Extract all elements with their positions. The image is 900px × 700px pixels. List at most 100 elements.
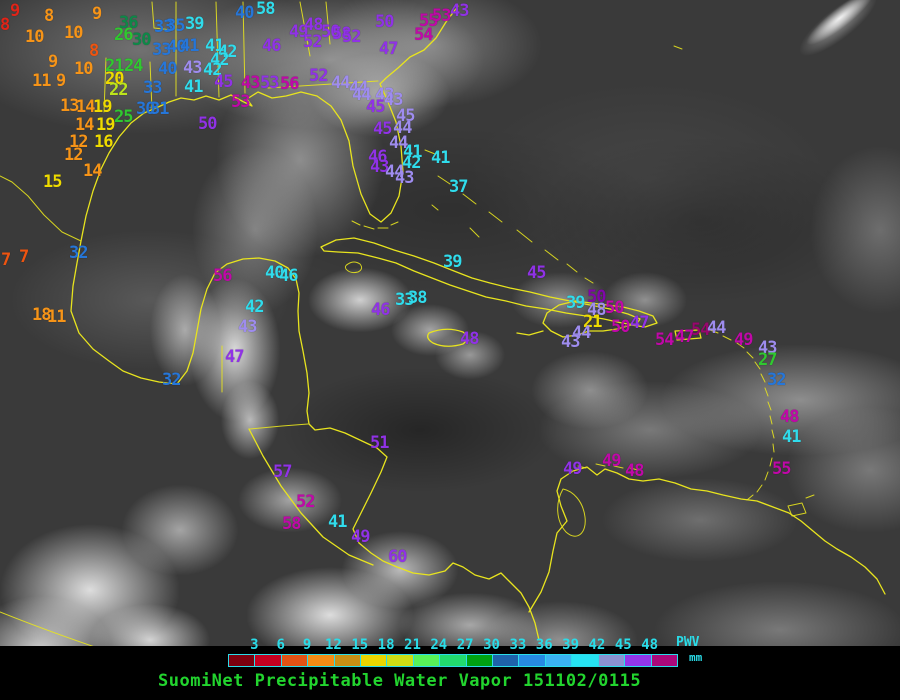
pwv-station-value: 32: [69, 243, 89, 263]
colorbar-segment: [597, 655, 625, 666]
colorbar-segment: [465, 655, 493, 666]
pwv-station-value: 55: [772, 459, 792, 479]
island-trinidad: [787, 494, 815, 517]
pwv-station-value: 38: [408, 288, 428, 308]
pwv-station-value: 54: [655, 330, 675, 350]
pwv-station-value: 36: [119, 13, 139, 33]
pwv-station-value: 16: [94, 132, 114, 152]
pwv-station-value: 46: [262, 36, 282, 56]
pwv-station-value: 9: [48, 52, 58, 72]
pwv-station-value: 45: [527, 263, 547, 283]
pwv-station-value: 49: [351, 527, 371, 547]
pwv-station-value: 43: [375, 85, 395, 105]
pwv-station-value: 49: [289, 22, 309, 42]
pwv-station-value: 45: [373, 119, 393, 139]
colorbar-tick-label: 9: [302, 637, 312, 653]
pwv-station-value: 19: [93, 97, 113, 117]
pwv-station-value: 9: [92, 4, 102, 24]
colorbar-tick-label: 27: [456, 637, 474, 653]
pwv-station-value: 55: [419, 11, 439, 31]
pwv-station-value: 47: [379, 39, 399, 59]
pwv-station-value: 41: [184, 77, 204, 97]
pwv-station-value: 50: [321, 22, 341, 42]
islands-venezuela: [577, 463, 639, 471]
pwv-station-value: 51: [370, 433, 390, 453]
islands-lesser-antilles: [709, 329, 775, 501]
colorbar-tick-label: 30: [483, 637, 500, 653]
pwv-station-value: 33: [154, 17, 174, 37]
pwv-station-value: 53: [231, 92, 251, 112]
coastline-jamaica: [427, 328, 468, 347]
pwv-station-value: 33: [152, 40, 172, 60]
pwv-station-value: 48: [460, 329, 480, 349]
coastline-yucatan-central-america: [176, 257, 540, 641]
pwv-station-value: 44: [331, 73, 351, 93]
pwv-station-value: 45: [366, 97, 386, 117]
colorbar-segment: [439, 655, 466, 666]
pwv-station-value: 48: [304, 15, 324, 35]
pwv-station-value: 8: [89, 41, 99, 61]
pwv-station-value: 60: [388, 547, 408, 567]
pwv-station-value: 9: [56, 71, 66, 91]
pwv-station-value: 27: [758, 350, 778, 370]
pwv-station-value: 9: [10, 1, 20, 21]
pwv-station-value: 44: [707, 318, 727, 338]
pwv-station-value: 42: [245, 297, 265, 317]
pwv-station-value: 33: [143, 78, 163, 98]
colorbar-tick-label: 48: [641, 637, 659, 653]
pwv-station-value: 46: [279, 266, 299, 286]
pwv-station-value: 44: [385, 162, 405, 182]
pwv-station-value: 44: [572, 323, 592, 343]
pwv-station-value: 43: [561, 332, 581, 352]
pwv-station-value: 19: [96, 115, 116, 135]
pwv-station-value: 43: [384, 90, 404, 110]
colorbar-segment: [229, 655, 255, 666]
pwv-station-value: 53: [260, 73, 280, 93]
pwv-station-value: 26: [114, 25, 134, 45]
colorbar-tick-label: 12: [324, 637, 342, 653]
colorbar-tick-label: 18: [377, 637, 395, 653]
pwv-station-value: 43: [183, 58, 203, 78]
pwv-station-value: 49: [602, 451, 622, 471]
colorbar-segment: [624, 655, 651, 666]
islands-bahamas: [424, 149, 594, 284]
scale-footer: 3 6 9 12 15 18 21 24 27 30 33 36 39 42 45 48 PWV mm Suo…: [0, 632, 900, 700]
pwv-station-value: 50: [611, 317, 631, 337]
pwv-station-value: 41: [205, 36, 225, 56]
pwv-station-value: 32: [767, 370, 787, 390]
pwv-unit-sublabel: mm: [689, 651, 703, 664]
pwv-station-value: 43: [450, 1, 470, 21]
pwv-station-value: 43: [238, 317, 258, 337]
colorbar-tick-label: 6: [276, 637, 285, 653]
pwv-station-value: 44: [389, 133, 409, 153]
coastline-cuba: [320, 237, 641, 326]
pwv-station-value: 43: [758, 338, 778, 358]
pwv-station-value: 46: [371, 300, 391, 320]
pwv-station-value: 41: [782, 427, 802, 447]
pwv-station-value: 7: [1, 250, 11, 270]
isle-of-youth: [344, 261, 363, 274]
pwv-station-value: 35: [166, 16, 186, 36]
colorbar-segment: [492, 655, 519, 666]
pwv-station-value: 11: [32, 71, 52, 91]
pwv-station-value: 47: [675, 327, 695, 347]
pwv-station-value: 50: [605, 298, 625, 318]
pwv-station-value: 47: [225, 347, 245, 367]
product-caption: SuomiNet Precipitable Water Vapor 151102…: [158, 671, 642, 691]
pwv-station-value: 7: [19, 247, 29, 267]
pwv-station-value: 40: [158, 59, 178, 79]
pwv-station-value: 30: [132, 30, 152, 50]
pwv-station-value: 41: [403, 142, 423, 162]
pwv-station-value: 45: [396, 106, 416, 126]
pwv-station-value: 56: [280, 74, 300, 94]
coastline-hispaniola: [516, 300, 658, 338]
pwv-station-value: 41: [180, 36, 200, 56]
pwv-station-value: 31: [150, 99, 170, 119]
colorbar-segment: [333, 655, 361, 666]
pwv-station-value: 41: [328, 512, 348, 532]
pwv-station-value: 15: [43, 172, 63, 192]
us-state-borders: [103, 1, 379, 113]
pwv-station-value: 8: [44, 6, 54, 26]
pwv-station-value: 10: [64, 23, 84, 43]
